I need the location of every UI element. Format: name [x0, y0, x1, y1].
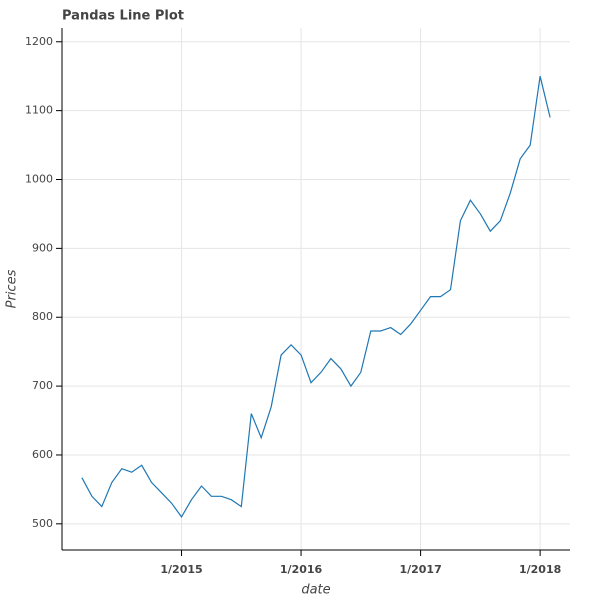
x-tick-label: 1/2016	[280, 563, 323, 576]
y-axis-label: Prices	[5, 269, 20, 308]
x-tick-label: 1/2015	[160, 563, 202, 576]
y-tick-label: 700	[32, 379, 53, 392]
price-line	[81, 76, 551, 518]
y-tick-label: 1100	[25, 104, 53, 117]
y-tick-label: 900	[32, 241, 53, 254]
x-tick-label: 1/2018	[519, 563, 561, 576]
y-tick-label: 800	[32, 310, 53, 323]
chart-title: Pandas Line Plot	[62, 9, 184, 24]
y-tick-label: 1200	[25, 35, 53, 48]
x-tick-label: 1/2017	[399, 563, 441, 576]
y-tick-label: 1000	[25, 173, 53, 186]
y-tick-label: 500	[32, 517, 53, 530]
y-tick-label: 600	[32, 448, 53, 461]
x-axis-label: date	[301, 583, 330, 598]
